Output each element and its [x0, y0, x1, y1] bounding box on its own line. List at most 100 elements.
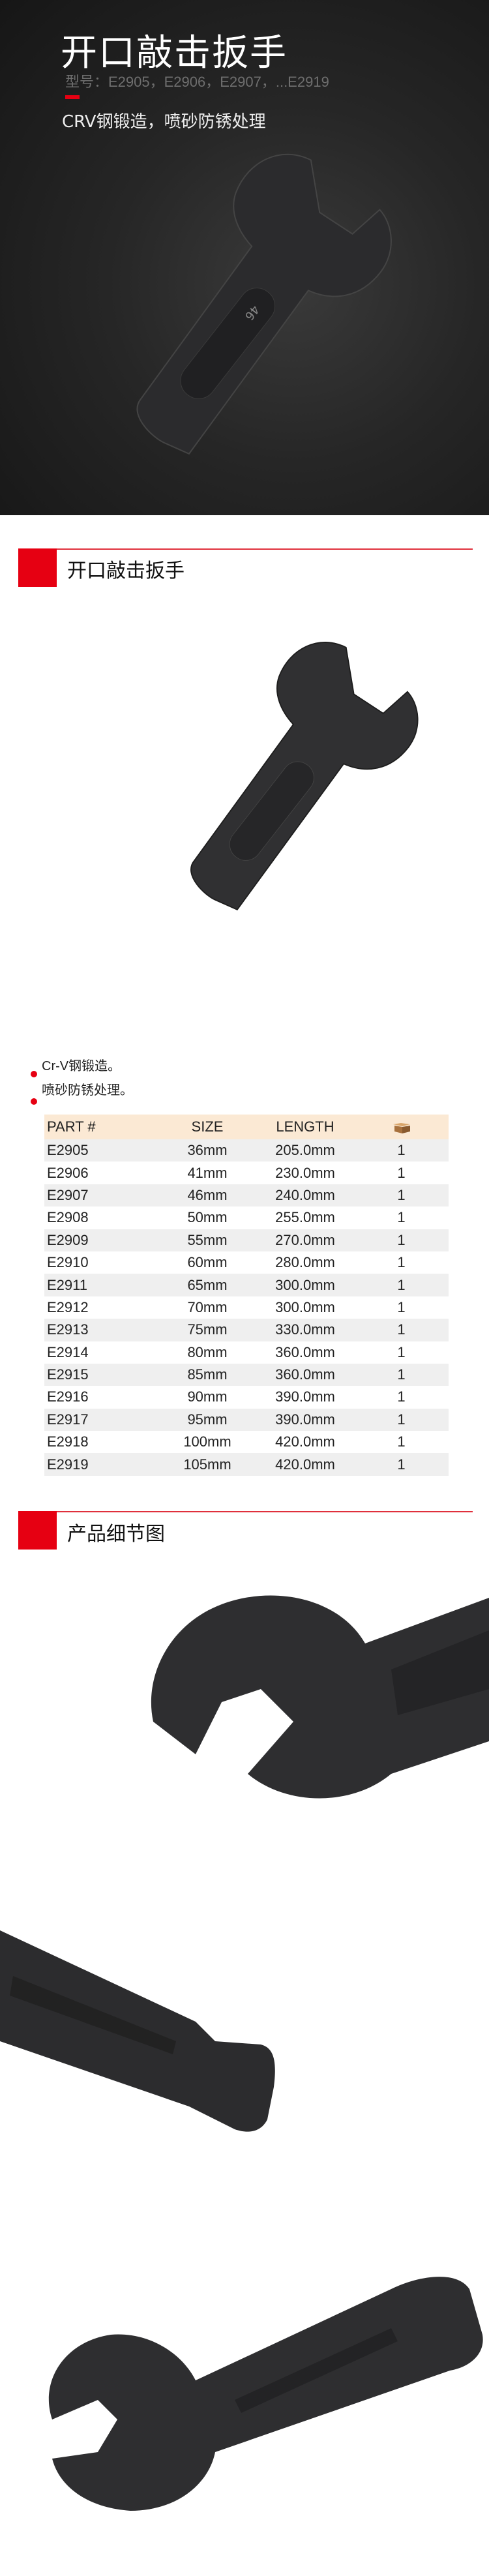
cell-qty: 1 — [354, 1319, 449, 1341]
col-length: LENGTH — [256, 1115, 354, 1139]
bullet-icon — [31, 1071, 37, 1077]
cell-part: E2913 — [44, 1319, 158, 1341]
cell-qty: 1 — [354, 1274, 449, 1296]
cell-size: 65mm — [158, 1274, 256, 1296]
cell-length: 390.0mm — [275, 1388, 335, 1405]
model-list: 型号：E2905，E2906，E2907，...E2919 — [65, 74, 329, 90]
cell-length: 280.0mm — [275, 1254, 335, 1271]
cell-length: 255.0mm — [275, 1209, 335, 1226]
cell-part: E2918 — [47, 1433, 89, 1450]
cell-part: E2909 — [44, 1229, 158, 1251]
cell-part: E2906 — [47, 1164, 89, 1181]
bullet-icon — [31, 1098, 37, 1105]
col-qty — [354, 1115, 449, 1139]
col-part: PART # — [44, 1115, 158, 1139]
cell-size: 90mm — [187, 1388, 228, 1405]
cell-length: 360.0mm — [256, 1363, 354, 1386]
cell-qty: 1 — [354, 1184, 449, 1207]
table-row: E2913 75mm 330.0mm 1 — [44, 1319, 449, 1341]
cell-part: E2905 — [44, 1139, 158, 1162]
table-row: E2911 65mm 300.0mm 1 — [44, 1274, 449, 1296]
cell-part: E2914 — [47, 1343, 89, 1360]
cell-size: 100mm — [183, 1433, 231, 1450]
detail-image-handle — [0, 1930, 275, 2132]
cell-size: 95mm — [158, 1408, 256, 1431]
table-row: E2915 85mm 360.0mm 1 — [44, 1363, 449, 1386]
cell-qty: 1 — [397, 1209, 406, 1226]
col-size: SIZE — [158, 1115, 256, 1139]
cell-part: E2910 — [47, 1254, 89, 1271]
cell-part: E2916 — [47, 1388, 89, 1405]
table-row: E2909 55mm 270.0mm 1 — [44, 1229, 449, 1251]
section-divider — [57, 548, 473, 550]
cell-length: 270.0mm — [256, 1229, 354, 1251]
cell-size: 55mm — [158, 1229, 256, 1251]
table-row: E2918 100mm 420.0mm 1 — [44, 1431, 449, 1453]
cell-qty: 1 — [354, 1229, 449, 1251]
section-marker — [18, 548, 57, 587]
cell-qty: 1 — [354, 1139, 449, 1162]
cell-part: E2912 — [47, 1298, 89, 1315]
cell-qty: 1 — [397, 1298, 406, 1315]
table-row: E2908 50mm 255.0mm 1 — [44, 1206, 449, 1229]
hero-subtitle: CRV钢锻造，喷砂防锈处理 — [62, 112, 266, 132]
table-row: E2912 70mm 300.0mm 1 — [44, 1296, 449, 1319]
carton-box-icon — [393, 1123, 410, 1134]
cell-size: 46mm — [158, 1184, 256, 1207]
cell-length: 230.0mm — [275, 1164, 335, 1181]
table-row: E2916 90mm 390.0mm 1 — [44, 1386, 449, 1408]
cell-qty: 1 — [354, 1363, 449, 1386]
cell-length: 390.0mm — [256, 1408, 354, 1431]
cell-part: E2908 — [47, 1209, 89, 1226]
hero-banner: 46 开口敲击扳手 型号：E2905，E2906，E2907，...E2919 … — [0, 0, 489, 515]
cell-qty: 1 — [354, 1408, 449, 1431]
cell-size: 75mm — [158, 1319, 256, 1341]
cell-qty: 1 — [397, 1388, 406, 1405]
cell-size: 60mm — [187, 1254, 228, 1271]
cell-part: E2907 — [44, 1184, 158, 1207]
cell-part: E2911 — [44, 1274, 158, 1296]
cell-length: 330.0mm — [256, 1319, 354, 1341]
detail-image-head — [151, 1595, 489, 1799]
table-row: E2905 36mm 205.0mm 1 — [44, 1139, 449, 1162]
cell-length: 420.0mm — [256, 1453, 354, 1476]
page-title: 开口敲击扳手 — [61, 32, 288, 74]
cell-length: 205.0mm — [256, 1139, 354, 1162]
cell-qty: 1 — [397, 1343, 406, 1360]
accent-dash — [65, 95, 80, 99]
cell-qty: 1 — [397, 1254, 406, 1271]
section-divider — [57, 1511, 473, 1512]
cell-part: E2917 — [44, 1408, 158, 1431]
table-row: E2906 41mm 230.0mm 1 — [44, 1161, 449, 1184]
cell-size: 36mm — [158, 1139, 256, 1162]
cell-size: 70mm — [187, 1298, 228, 1315]
cell-length: 240.0mm — [256, 1184, 354, 1207]
table-row: E2907 46mm 240.0mm 1 — [44, 1184, 449, 1207]
table-row: E2910 60mm 280.0mm 1 — [44, 1251, 449, 1274]
table-row: E2914 80mm 360.0mm 1 — [44, 1341, 449, 1364]
cell-qty: 1 — [397, 1164, 406, 1181]
detail-image-full — [48, 2277, 483, 2511]
table-row: E2919 105mm 420.0mm 1 — [44, 1453, 449, 1476]
cell-size: 85mm — [158, 1363, 256, 1386]
cell-part: E2919 — [44, 1453, 158, 1476]
section-marker — [18, 1511, 57, 1550]
cell-size: 50mm — [187, 1209, 228, 1226]
spec-table: PART # SIZE LENGTH E2905 36mm 205.0mm 1 E290… — [44, 1115, 449, 1476]
cell-size: 105mm — [158, 1453, 256, 1476]
cell-qty: 1 — [397, 1433, 406, 1450]
table-row: E2917 95mm 390.0mm 1 — [44, 1408, 449, 1431]
table-header-row: PART # SIZE LENGTH — [44, 1115, 449, 1139]
cell-part: E2915 — [44, 1363, 158, 1386]
cell-length: 360.0mm — [275, 1343, 335, 1360]
section-title: 开口敲击扳手 — [67, 560, 185, 582]
cell-length: 300.0mm — [256, 1274, 354, 1296]
cell-qty: 1 — [354, 1453, 449, 1476]
cell-length: 300.0mm — [275, 1298, 335, 1315]
cell-length: 420.0mm — [275, 1433, 335, 1450]
feature-item: Cr-V钢锻造。 — [42, 1059, 121, 1073]
wrench-product-image — [190, 642, 419, 910]
section-title: 产品细节图 — [67, 1523, 165, 1546]
wrench-image: 46 — [136, 153, 392, 455]
cell-size: 80mm — [187, 1343, 228, 1360]
